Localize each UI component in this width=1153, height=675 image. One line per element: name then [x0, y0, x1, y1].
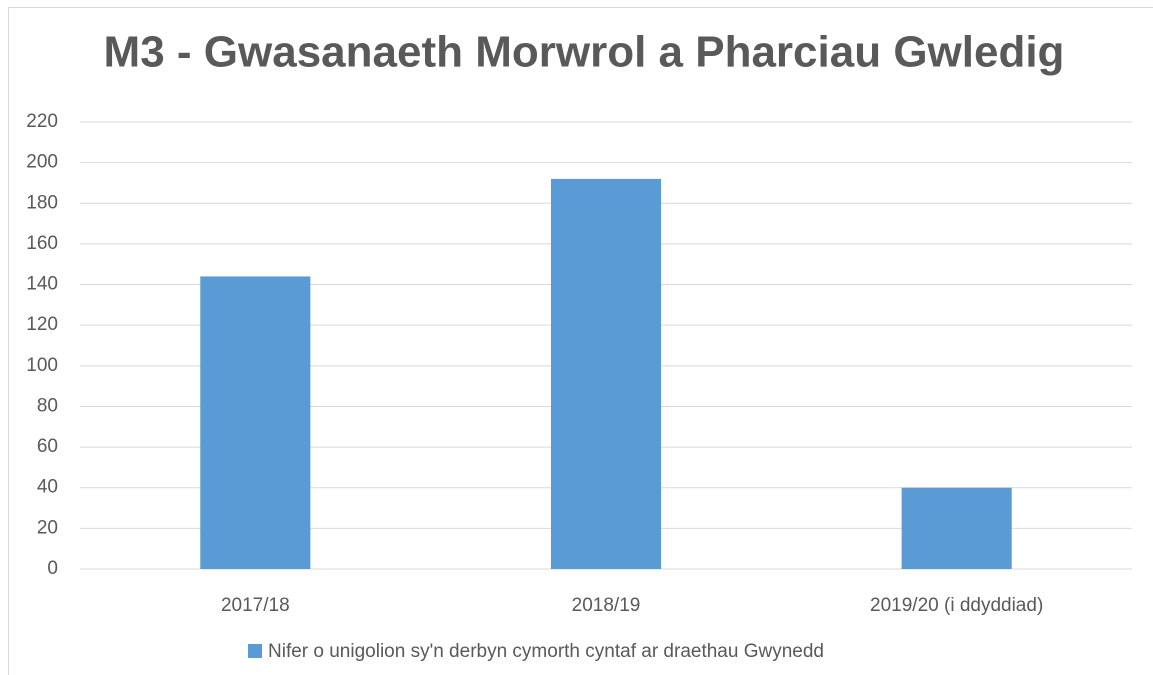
- y-tick-label: 220: [26, 111, 58, 132]
- y-tick-label: 80: [37, 395, 58, 416]
- y-tick-label: 60: [37, 436, 58, 457]
- legend-swatch: [248, 644, 262, 658]
- bar: [200, 276, 311, 569]
- y-tick-label: 100: [26, 355, 58, 376]
- chart-title: M3 - Gwasanaeth Morwrol a Pharciau Gwled…: [104, 28, 1065, 77]
- y-tick-label: 160: [26, 233, 58, 254]
- x-tick-label: 2018/19: [572, 595, 641, 616]
- y-tick-label: 140: [26, 274, 58, 295]
- x-tick-label: 2019/20 (i ddyddiad): [870, 595, 1043, 616]
- y-tick-label: 0: [47, 558, 58, 579]
- y-tick-label: 200: [26, 152, 58, 173]
- x-tick-label: 2017/18: [221, 595, 290, 616]
- y-tick-label: 20: [37, 517, 58, 538]
- bar: [550, 178, 662, 569]
- y-tick-label: 120: [26, 314, 58, 335]
- y-tick-label: 40: [37, 477, 58, 498]
- legend-label: Nifer o unigolion sy'n derbyn cymorth cy…: [268, 641, 824, 662]
- bar: [901, 487, 1012, 569]
- y-tick-label: 180: [26, 192, 58, 213]
